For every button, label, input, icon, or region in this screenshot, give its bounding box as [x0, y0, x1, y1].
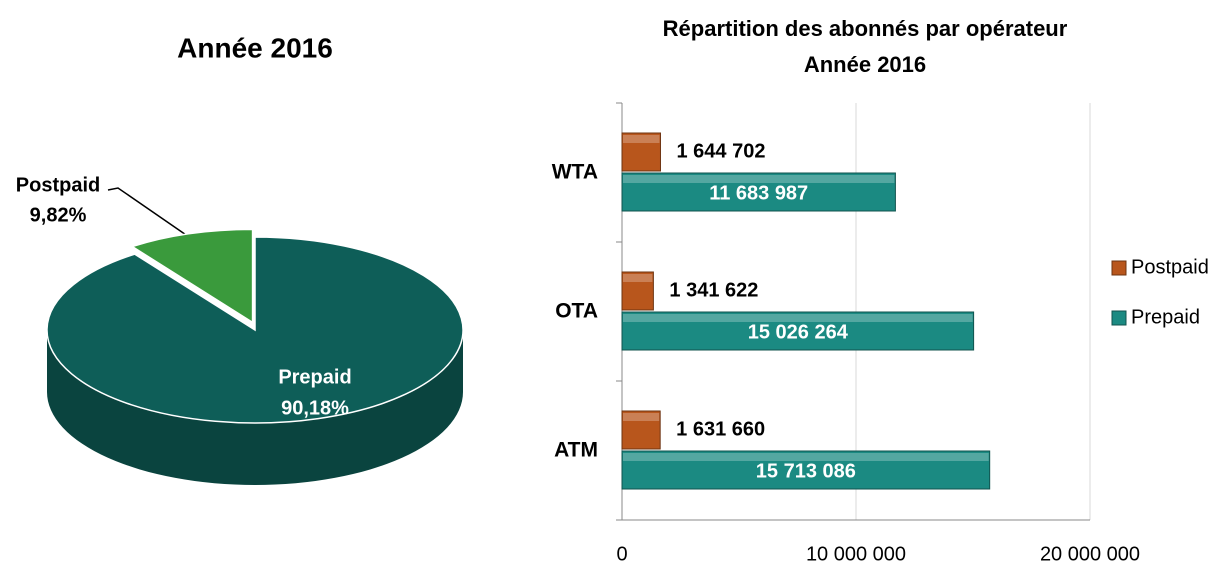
bar	[621, 172, 896, 212]
pie-slice	[46, 236, 464, 424]
legend-label: Prepaid	[1131, 306, 1200, 328]
bar-highlight	[623, 274, 653, 282]
bar-highlight	[623, 135, 660, 143]
bar-highlight	[623, 314, 973, 322]
legend-label: Postpaid	[1131, 256, 1209, 278]
slice-label: Postpaid	[16, 174, 100, 196]
value-label: 1 644 702	[676, 140, 765, 162]
legend-swatch	[1111, 310, 1127, 326]
value-label: 15 026 264	[748, 321, 849, 343]
y-tick-label: WTA	[552, 161, 598, 184]
value-label: 15 713 086	[756, 460, 856, 482]
slice-label: Prepaid	[278, 366, 351, 388]
bar-highlight	[623, 175, 895, 183]
x-tick-label: 0	[616, 543, 627, 564]
bar	[621, 132, 661, 172]
pie-slice	[130, 228, 254, 324]
bar-subtitle: Année 2016	[804, 52, 926, 77]
bar-highlight	[623, 413, 660, 421]
pie-slice-side	[47, 330, 463, 485]
bar	[621, 271, 654, 311]
y-tick-label: ATM	[554, 439, 598, 462]
x-tick-label: 10 000 000	[806, 543, 906, 564]
leader-line	[107, 187, 206, 249]
bar	[621, 450, 991, 490]
value-label: 1 341 622	[669, 279, 758, 301]
bar-title: Répartition des abonnés par opérateur	[663, 16, 1068, 41]
value-label: 11 683 987	[709, 182, 808, 204]
bar	[621, 311, 975, 351]
slice-value-label: 90,18%	[281, 397, 349, 419]
y-tick-label: OTA	[555, 300, 598, 323]
pie-title: Année 2016	[177, 32, 333, 63]
legend-swatch	[1111, 260, 1127, 276]
bar-highlight	[623, 453, 989, 461]
bar	[621, 410, 661, 450]
x-tick-label: 20 000 000	[1040, 543, 1140, 564]
slice-value-label: 9,82%	[30, 204, 87, 226]
value-label: 1 631 660	[676, 418, 765, 440]
